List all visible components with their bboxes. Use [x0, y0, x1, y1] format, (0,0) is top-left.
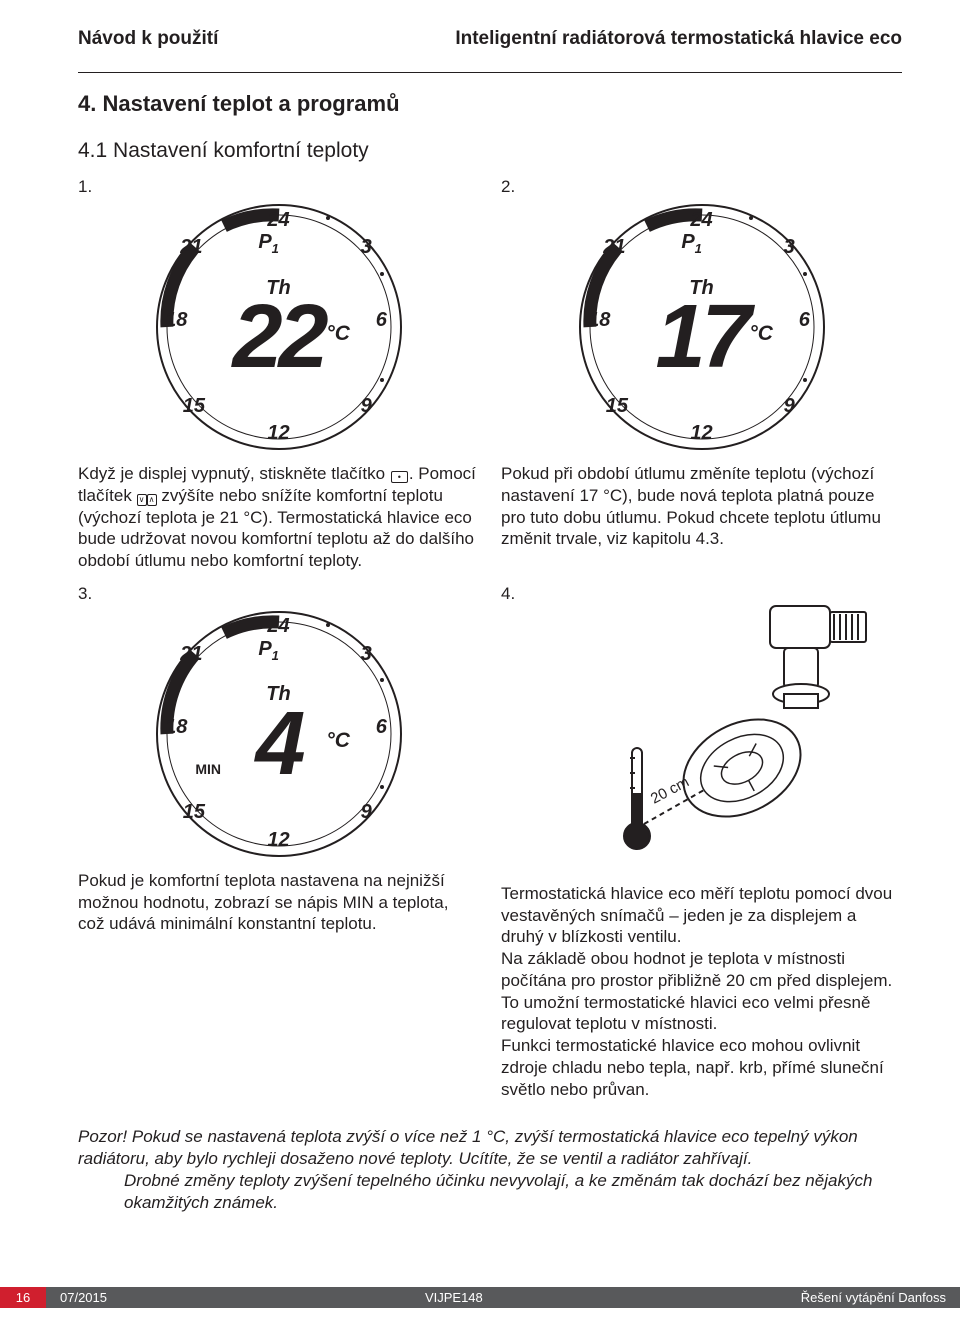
min-label: MIN [195, 761, 221, 777]
hour-9: 9 [361, 395, 372, 418]
hour-21: 21 [180, 236, 202, 259]
step-3-text: Pokud je komfortní teplota nastavena na … [78, 870, 479, 935]
footer-code: VIJPE148 [425, 1290, 483, 1305]
hour-9: 9 [361, 801, 372, 824]
down-button-icon: ∨ [137, 494, 147, 506]
dial-22: 24 21 3 18 6 15 9 12 P1 Th °C 22 [153, 201, 405, 453]
hour-15: 15 [183, 395, 205, 418]
deg-c: °C [749, 322, 773, 346]
footer-right: Řešení vytápění Danfoss [801, 1290, 946, 1305]
footer-date: 07/2015 [60, 1290, 107, 1305]
caution-block: Pozor! Pokud se nastavená teplota zvýší … [78, 1126, 902, 1213]
hour-3: 3 [361, 236, 372, 259]
hour-3: 3 [361, 643, 372, 666]
heading-4-1: 4.1 Nastavení komfortní teploty [78, 139, 902, 163]
page-number: 16 [0, 1287, 46, 1308]
header-right: Inteligentní radiátorová termostatická h… [455, 28, 902, 50]
hour-15: 15 [183, 801, 205, 824]
dot-button-icon: • [391, 471, 408, 483]
deg-c: °C [326, 729, 350, 753]
valve-figure: 20 cm [522, 598, 882, 873]
tick-dot [380, 272, 384, 276]
step-1-text: Když je displej vypnutý, stiskněte tlačí… [78, 463, 479, 572]
hour-24: 24 [267, 615, 289, 638]
tick-dot [803, 272, 807, 276]
hour-21: 21 [603, 236, 625, 259]
program-label: P1 [258, 638, 279, 663]
hour-12: 12 [267, 829, 289, 852]
hour-12: 12 [267, 422, 289, 445]
caution-label: Pozor! [78, 1127, 132, 1146]
header-rule [78, 72, 902, 73]
footer: 16 07/2015 VIJPE148 Řešení vytápění Danf… [0, 1287, 960, 1308]
hour-24: 24 [690, 209, 712, 232]
step-2-text: Pokud při období útlumu změníte teplotu … [501, 463, 902, 550]
hour-9: 9 [784, 395, 795, 418]
step-4: 4. [501, 584, 902, 1113]
hour-24: 24 [267, 209, 289, 232]
hour-18: 18 [588, 309, 610, 332]
program-label: P1 [681, 231, 702, 256]
step-3: 3. 24 21 3 18 6 15 9 12 [78, 584, 479, 1113]
step-2-num: 2. [501, 177, 902, 197]
step-1-num: 1. [78, 177, 479, 197]
step-4-text: Termostatická hlavice eco měří teplotu p… [501, 883, 902, 1101]
hour-6: 6 [799, 309, 810, 332]
up-button-icon: ∧ [147, 494, 157, 506]
distance-label: 20 cm [647, 773, 691, 807]
hour-18: 18 [165, 716, 187, 739]
dial-temp: 4 [255, 693, 301, 796]
hour-12: 12 [690, 422, 712, 445]
dial-temp: 22 [232, 286, 324, 389]
hour-6: 6 [376, 716, 387, 739]
dial-17: 24 21 3 18 6 15 9 12 P1 Th °C 17 [576, 201, 828, 453]
step-2: 2. 24 21 3 18 6 15 9 12 [501, 177, 902, 584]
step-1: 1. 24 21 3 18 6 15 9 12 [78, 177, 479, 584]
hour-21: 21 [180, 643, 202, 666]
deg-c: °C [326, 322, 350, 346]
hour-6: 6 [376, 309, 387, 332]
caution-line2: Drobné změny teploty zvýšení tepelného ú… [78, 1170, 902, 1214]
hour-18: 18 [165, 309, 187, 332]
hour-15: 15 [606, 395, 628, 418]
heading-4: 4. Nastavení teplot a programů [78, 91, 902, 117]
header-left: Návod k použití [78, 28, 218, 50]
step-3-num: 3. [78, 584, 479, 604]
dial-4-min: 24 21 3 18 6 15 9 12 P1 Th °C MIN 4 [153, 608, 405, 860]
hour-3: 3 [784, 236, 795, 259]
dial-temp: 17 [655, 286, 747, 389]
program-label: P1 [258, 231, 279, 256]
valve-icon: 20 cm [522, 598, 882, 868]
